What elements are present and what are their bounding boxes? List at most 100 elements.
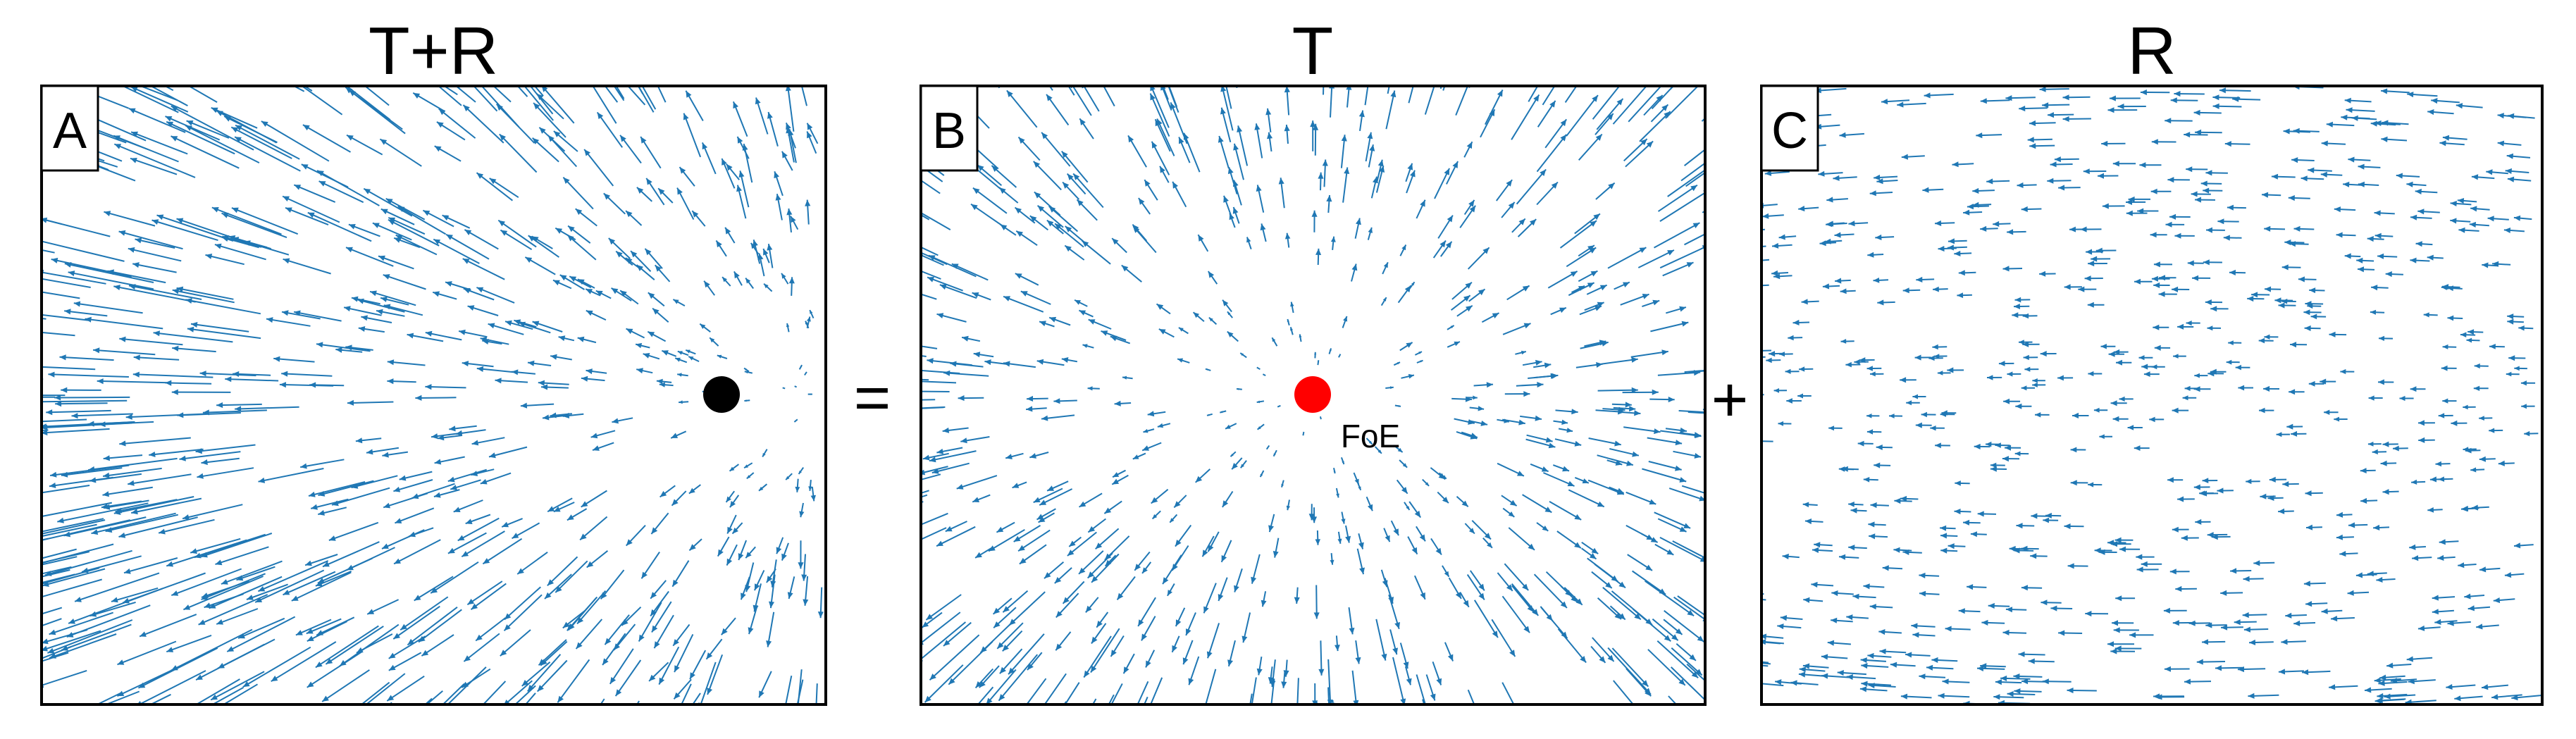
flow-arrowhead: [781, 713, 787, 720]
flow-arrowhead: [387, 695, 394, 701]
flow-arrowhead: [2058, 631, 2064, 636]
flow-arrow: [1425, 70, 1439, 115]
flow-arrowhead: [1144, 714, 1149, 721]
flow-arrowhead: [2376, 577, 2382, 583]
flow-arrowhead: [2331, 616, 2337, 621]
flow-arrowhead: [885, 32, 891, 39]
flow-arrowhead: [2291, 157, 2298, 163]
flow-arrowhead: [1988, 603, 1995, 609]
flow-arrowhead: [2329, 332, 2336, 337]
flow-arrowhead: [2064, 523, 2071, 529]
flow-arrowhead: [1152, 61, 1158, 68]
flow-arrowhead: [2521, 404, 2527, 409]
flow-arrowhead: [2227, 205, 2234, 211]
flow-arrowhead: [1762, 213, 1769, 219]
flow-arrowhead: [2264, 226, 2270, 232]
flow-arrowhead: [1016, 231, 1023, 237]
flow-arrowhead: [1208, 271, 1214, 278]
flow-arrowhead: [221, 579, 228, 585]
flow-arrowhead: [2129, 632, 2136, 638]
flow-arrowhead: [2206, 228, 2212, 233]
flow-arrowhead: [200, 371, 206, 376]
flow-arrowhead: [2441, 366, 2448, 371]
flow-arrow: [904, 245, 948, 265]
flow-arrowhead: [2110, 649, 2117, 654]
flow-arrowhead: [382, 452, 389, 458]
flow-arrow: [326, 626, 383, 664]
flow-arrow: [29, 313, 90, 321]
flow-arrowhead: [2064, 284, 2071, 290]
flow-arrowhead: [2203, 188, 2209, 194]
flow-arrowhead: [1812, 547, 1819, 553]
flow-arrowhead: [2381, 461, 2387, 466]
flow-arrow: [597, 112, 623, 147]
flow-arrowhead: [172, 390, 178, 395]
flow-arrowhead: [2067, 688, 2074, 693]
flow-arrowhead: [795, 714, 800, 720]
flow-arrowhead: [612, 418, 619, 424]
flow-arrowhead: [2243, 576, 2250, 582]
flow-arrowhead: [395, 518, 402, 523]
flow-arrowhead: [166, 647, 173, 652]
flow-arrowhead: [2134, 279, 2141, 285]
flow-arrowhead: [140, 631, 147, 637]
flow-arrowhead: [2243, 612, 2249, 618]
flow-arrowhead: [2144, 371, 2150, 377]
flow-arrowhead: [1771, 271, 1778, 276]
flow-arrow: [203, 410, 267, 412]
flow-arrow: [0, 205, 62, 225]
flow-arrowhead: [1831, 590, 1838, 596]
flow-arrowhead: [2436, 461, 2442, 467]
flow-arrow: [1007, 90, 1037, 127]
flow-arrowhead: [2159, 275, 2165, 280]
flow-arrowhead: [2524, 431, 2529, 436]
flow-arrowhead: [172, 346, 178, 352]
flow-arrowhead: [1871, 502, 1877, 508]
flow-arrowhead: [281, 371, 287, 377]
flow-arrowhead: [1695, 453, 1702, 459]
flow-arrowhead: [329, 535, 336, 541]
flow-arrowhead: [431, 433, 438, 439]
flow-arrow: [61, 625, 131, 650]
flow-arrowhead: [2450, 218, 2456, 223]
flow-arrowhead: [1943, 678, 1949, 684]
flow-arrowhead: [181, 716, 188, 722]
flow-arrowhead: [2069, 227, 2076, 232]
flow-arrow: [1249, 678, 1256, 723]
flow-arrowhead: [2185, 386, 2191, 391]
flow-arrow: [129, 285, 202, 299]
flow-arrow: [55, 403, 108, 404]
flow-arrow: [407, 607, 457, 645]
flow-arrowhead: [387, 378, 393, 384]
flow-arrow: [917, 612, 960, 646]
flow-arrowhead: [1368, 58, 1374, 65]
flow-arrowhead: [48, 372, 54, 378]
flow-arrowhead: [46, 409, 52, 415]
flow-arrowhead: [2443, 135, 2449, 141]
flow-arrowhead: [19, 566, 26, 571]
flow-arrowhead: [2203, 478, 2209, 483]
flow-arrowhead: [1916, 423, 1922, 428]
flow-arrow: [99, 695, 171, 731]
flow-arrowhead: [93, 347, 99, 353]
flow-arrowhead: [1869, 533, 1875, 539]
flow-arrow: [0, 647, 71, 686]
flow-arrowhead: [1207, 652, 1213, 659]
flow-arrowhead: [2050, 606, 2057, 611]
flow-arrowhead: [75, 597, 82, 602]
flow-arrowhead: [1868, 521, 1874, 527]
flow-arrowhead: [32, 595, 39, 601]
flow-arrowhead: [2170, 569, 2176, 574]
flow-arrowhead: [472, 440, 479, 446]
flow-arrowhead: [2021, 206, 2028, 212]
flow-arrowhead: [1257, 669, 1263, 676]
flow-arrowhead: [16, 578, 23, 584]
flow-arrowhead: [2424, 312, 2429, 317]
flow-arrow: [1668, 696, 1697, 727]
flow-arrow: [133, 374, 213, 377]
flow-arrowhead: [130, 158, 137, 163]
flow-arrowhead: [2303, 309, 2310, 315]
flow-arrow: [182, 504, 242, 518]
flow-arrowhead: [2409, 545, 2415, 550]
flow-arrowhead: [2205, 170, 2212, 175]
